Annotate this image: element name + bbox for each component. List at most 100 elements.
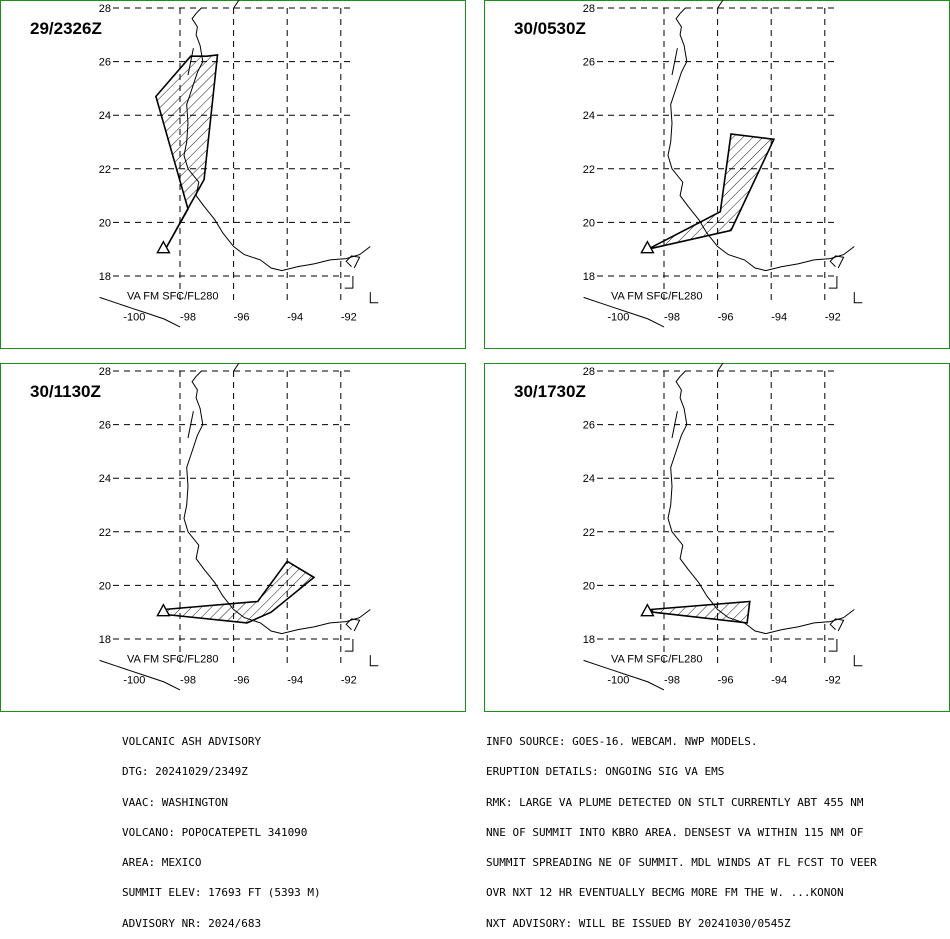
advisory-summit-elev: SUMMIT ELEV: 17693 FT (5393 M) (122, 886, 321, 900)
triangle-icon (640, 240, 655, 254)
map-canvas: 28 26 24 22 20 18 -100 -98 -96 -94 -92 VA FM SFC/FL… (484, 0, 950, 349)
lon-tick-label: -98 (664, 312, 680, 324)
coastline (829, 255, 845, 269)
coastline (345, 255, 361, 269)
triangle-icon (156, 240, 171, 254)
lon-tick-label: -98 (664, 675, 680, 687)
coastline (233, 363, 240, 372)
ash-plume-polygon (647, 133, 776, 250)
flight-level-label: VA FM SFC/FL280 (611, 654, 703, 666)
forecast-panel-2: 28 26 24 22 20 18 -100 -98 -96 -94 -92 VA FM SFC/FL… (484, 0, 950, 349)
advisory-info-source: INFO SOURCE: GOES-16. WEBCAM. NWP MODELS… (486, 735, 758, 748)
lat-tick-label: 18 (583, 271, 595, 283)
lat-tick-label: 24 (99, 473, 111, 485)
panel-time-label: 30/0530Z (514, 19, 586, 38)
advisory-number: ADVISORY NR: 2024/683 (122, 916, 262, 930)
lat-tick-label: 18 (99, 271, 111, 283)
advisory-left-block: VOLCANIC ASH ADVISORY DTG: 20241029/2349… (122, 717, 321, 939)
lat-tick-label: 18 (99, 634, 111, 646)
coastline (717, 0, 724, 9)
lon-tick-label: -92 (825, 675, 841, 687)
advisory-remark-line: SUMMIT SPREADING NE OF SUMMIT. MDL WINDS… (486, 856, 877, 870)
coastline (345, 618, 361, 632)
advisory-right-block: INFO SOURCE: GOES-16. WEBCAM. NWP MODELS… (486, 717, 877, 939)
panel-time-label: 30/1730Z (514, 382, 586, 401)
coastline (583, 296, 665, 328)
lon-tick-label: -92 (341, 675, 357, 687)
graticule (113, 7, 355, 303)
lat-tick-label: 26 (99, 420, 111, 432)
panel-frame (484, 0, 950, 349)
coastline (99, 296, 181, 328)
lon-tick-label: -94 (771, 312, 787, 324)
lat-tick-label: 20 (99, 217, 111, 229)
lat-tick-label: 20 (99, 580, 111, 592)
map-canvas: 28 26 24 22 20 18 -100 -98 -96 -94 -92 VA FM SFC/FL… (0, 363, 466, 712)
map-canvas: 28 26 24 22 20 18 -100 -98 -96 -94 -92 VA FM SFC/FL… (0, 0, 466, 349)
flight-level-label: VA FM SFC/FL280 (127, 291, 219, 303)
graticule (597, 370, 839, 666)
coastline (717, 363, 724, 372)
advisory-vaac: VAAC: WASHINGTON (122, 795, 228, 809)
panel-time-label: 30/1130Z (30, 382, 101, 401)
lon-tick-label: -100 (123, 312, 145, 324)
coastline (187, 411, 194, 439)
forecast-panel-1: 28 26 24 22 20 18 -100 -98 -96 -94 -92 VA FM SFC/FL… (0, 0, 466, 349)
ash-plume-polygon (162, 560, 316, 624)
advisory-dtg: DTG: 20241029/2349Z (122, 765, 248, 779)
coastline (183, 370, 371, 635)
lon-tick-label: -92 (825, 312, 841, 324)
lat-tick-label: 20 (583, 580, 595, 592)
panel-frame (0, 0, 466, 349)
forecast-panel-3: 28 26 24 22 20 18 -100 -98 -96 -94 -92 VA FM SFC/FL… (0, 363, 466, 712)
coastline (99, 659, 181, 691)
lat-tick-label: 26 (583, 57, 595, 69)
lat-tick-label: 28 (99, 366, 111, 378)
triangle-icon (156, 603, 171, 617)
lat-tick-label: 22 (99, 527, 111, 539)
advisory-title: VOLCANIC ASH ADVISORY (122, 735, 262, 748)
coastline (671, 411, 678, 439)
ash-plume-polygon (155, 53, 219, 253)
coastline (233, 0, 240, 9)
ash-plume-polygon (648, 600, 751, 624)
graticule (597, 7, 839, 303)
lon-tick-label: -100 (607, 675, 629, 687)
coastline (667, 7, 855, 272)
lon-tick-label: -96 (718, 312, 734, 324)
lon-tick-label: -100 (123, 675, 145, 687)
lat-tick-label: 24 (583, 473, 595, 485)
lat-tick-label: 22 (99, 164, 111, 176)
lon-tick-label: -94 (287, 312, 303, 324)
flight-level-label: VA FM SFC/FL280 (127, 654, 219, 666)
advisory-remark-line: RMK: LARGE VA PLUME DETECTED ON STLT CUR… (486, 795, 864, 809)
flight-level-label: VA FM SFC/FL280 (611, 291, 703, 303)
coastline (853, 292, 863, 304)
map-canvas: 28 26 24 22 20 18 -100 -98 -96 -94 -92 VA FM SFC/FL… (484, 363, 950, 712)
lon-tick-label: -96 (718, 675, 734, 687)
coastline (829, 618, 845, 632)
lon-tick-label: -98 (180, 312, 196, 324)
panel-frame (484, 363, 950, 712)
coastline (369, 655, 379, 667)
coastline (369, 292, 379, 304)
coastline (671, 48, 678, 76)
advisory-remark-line: OVR NXT 12 HR EVENTUALLY BECMG MORE FM T… (486, 886, 844, 900)
coastline (583, 659, 665, 691)
coastline (853, 655, 863, 667)
lat-tick-label: 18 (583, 634, 595, 646)
lon-tick-label: -94 (771, 675, 787, 687)
panel-time-label: 29/2326Z (30, 19, 102, 38)
advisory-eruption-details: ERUPTION DETAILS: ONGOING SIG VA EMS (486, 765, 725, 779)
lat-tick-label: 22 (583, 527, 595, 539)
lat-tick-label: 28 (99, 3, 111, 15)
lat-tick-label: 26 (99, 57, 111, 69)
advisory-next: NXT ADVISORY: WILL BE ISSUED BY 20241030… (486, 916, 791, 930)
coastline (183, 7, 371, 272)
coastline (667, 370, 855, 635)
forecast-panel-4: 28 26 24 22 20 18 -100 -98 -96 -94 -92 VA FM SFC/FL… (484, 363, 950, 712)
panel-frame (0, 363, 466, 712)
advisory-volcano: VOLCANO: POPOCATEPETL 341090 (122, 825, 308, 839)
lat-tick-label: 22 (583, 164, 595, 176)
lon-tick-label: -98 (180, 675, 196, 687)
